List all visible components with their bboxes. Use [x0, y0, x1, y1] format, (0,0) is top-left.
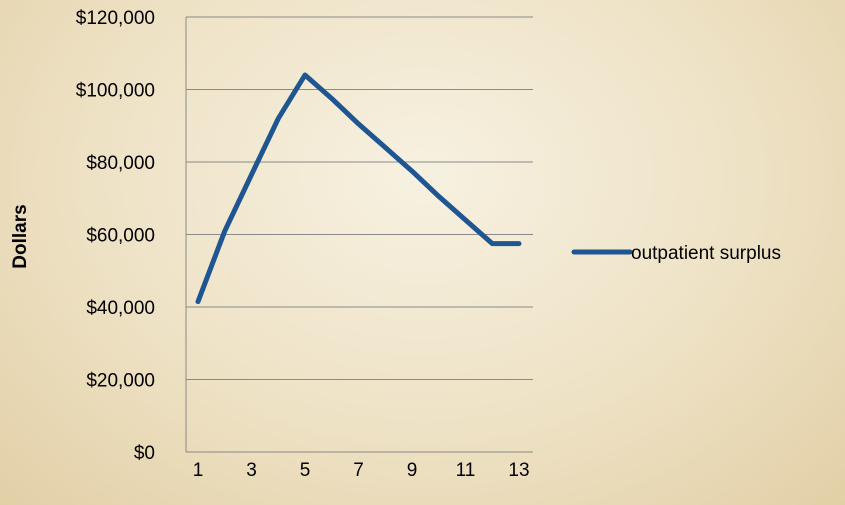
y-tick-label: $0 [134, 443, 155, 464]
x-tick-label: 3 [246, 460, 257, 481]
legend: outpatient surplus [571, 243, 781, 264]
x-tick-label: 5 [300, 460, 311, 481]
y-tick-label: $60,000 [86, 226, 155, 247]
gridlines [186, 16, 533, 453]
y-tick-label: $40,000 [86, 298, 155, 319]
x-tick-label: 7 [353, 460, 364, 481]
x-tick-label: 1 [193, 460, 204, 481]
y-tick-label: $80,000 [86, 153, 155, 174]
x-tick-label: 9 [407, 460, 418, 481]
y-axis-label: Dollars [10, 204, 31, 268]
x-tick-label: 13 [508, 460, 529, 481]
y-tick-label: $120,000 [76, 8, 155, 29]
y-tick-label: $20,000 [86, 371, 155, 392]
x-tick-label: 11 [456, 460, 476, 481]
x-tick-labels: 1 3 5 7 9 11 13 [193, 460, 530, 481]
y-tick-label: $100,000 [76, 81, 155, 102]
y-tick-labels: $0 $20,000 $40,000 $60,000 $80,000 $100,000 $1… [76, 8, 155, 464]
series-line-outpatient-surplus [195, 72, 522, 305]
legend-label: outpatient surplus [631, 243, 781, 264]
